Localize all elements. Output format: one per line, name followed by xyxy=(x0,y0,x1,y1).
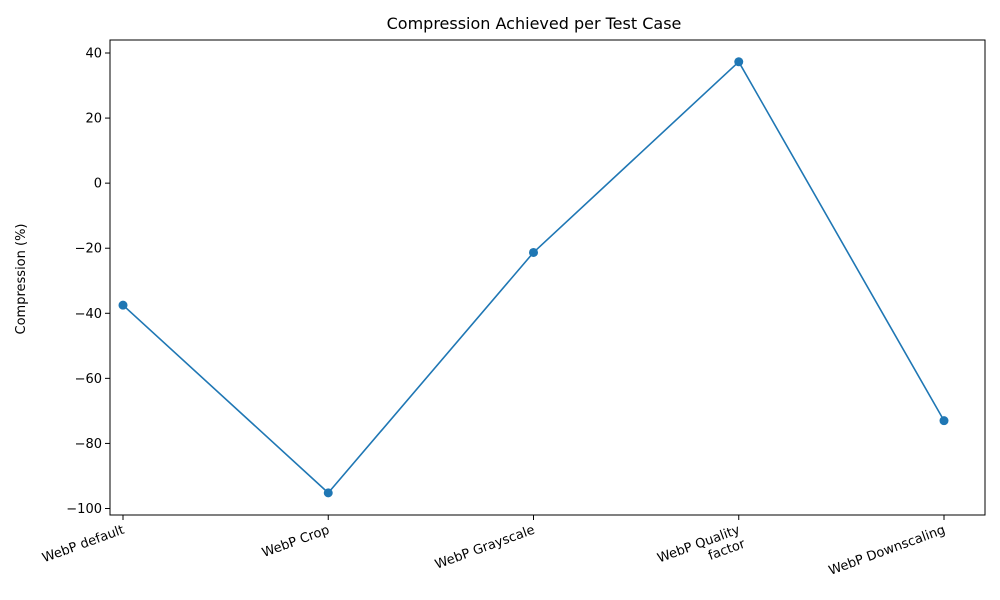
x-tick-label: WebP Qualityfactor xyxy=(655,522,747,580)
x-tick-label: WebP default xyxy=(40,523,126,567)
y-tick-label: 0 xyxy=(94,177,102,192)
y-tick-label: −60 xyxy=(75,372,102,387)
y-tick-label: −20 xyxy=(75,242,102,257)
plot-frame xyxy=(109,39,986,516)
y-tick-label: 20 xyxy=(85,112,102,127)
data-point xyxy=(939,416,949,426)
x-tick-label: WebP Crop xyxy=(260,523,332,561)
y-tick-label: 40 xyxy=(85,47,102,62)
data-point xyxy=(734,57,744,67)
chart-title: Compression Achieved per Test Case xyxy=(387,14,682,33)
series-line xyxy=(122,60,945,494)
data-point xyxy=(323,488,333,498)
plot-area: −100 −80 −60 −40 −20 0 20 40 WebP default WebP Cr… xyxy=(40,39,986,580)
y-tick-label: −40 xyxy=(75,307,102,322)
x-tick-label: WebP Downscaling xyxy=(827,523,947,579)
data-point xyxy=(118,300,128,310)
x-tick-label: WebP Grayscale xyxy=(433,523,537,573)
data-point xyxy=(529,247,538,257)
y-tick-label: −80 xyxy=(75,437,102,452)
y-tick-label: −100 xyxy=(66,502,102,517)
y-axis-label: Compression (%) xyxy=(14,224,29,335)
